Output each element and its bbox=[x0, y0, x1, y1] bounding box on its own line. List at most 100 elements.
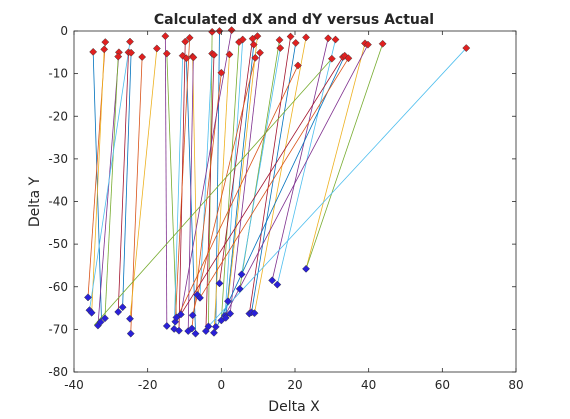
connector-line bbox=[205, 54, 215, 332]
actual-point bbox=[176, 310, 185, 319]
connector-line bbox=[180, 30, 233, 315]
connector-line bbox=[122, 52, 132, 308]
connector-line bbox=[224, 44, 369, 316]
calculated-point bbox=[182, 54, 191, 63]
connector-line bbox=[199, 53, 213, 298]
connector-line bbox=[241, 47, 281, 275]
connector-line bbox=[192, 56, 198, 295]
connector-line bbox=[174, 65, 299, 322]
calculated-point bbox=[331, 35, 340, 44]
calculated-point bbox=[293, 61, 302, 70]
x-tick-label: -20 bbox=[138, 378, 158, 392]
markers bbox=[84, 26, 471, 338]
y-tick-label: -10 bbox=[48, 67, 68, 81]
connector-line bbox=[271, 38, 329, 281]
y-axis-label: Delta Y bbox=[27, 176, 43, 227]
connector-line bbox=[227, 36, 258, 302]
calculated-point bbox=[363, 40, 372, 49]
calculated-point bbox=[127, 48, 136, 57]
calculated-point bbox=[286, 32, 295, 41]
calculated-point bbox=[101, 38, 110, 47]
connector-line bbox=[117, 52, 129, 312]
connector-line bbox=[215, 30, 220, 327]
calculated-point bbox=[225, 50, 234, 59]
connector-line bbox=[251, 42, 297, 313]
calculated-point bbox=[114, 52, 123, 61]
connector-line bbox=[164, 36, 168, 326]
calculated-point bbox=[340, 51, 349, 60]
actual-point bbox=[100, 314, 109, 323]
calculated-point bbox=[126, 37, 134, 46]
connector-lines bbox=[87, 30, 467, 334]
connector-line bbox=[97, 52, 120, 326]
actual-point bbox=[118, 303, 127, 312]
calculated-point bbox=[100, 45, 109, 54]
actual-point bbox=[196, 293, 204, 302]
axes: -40 -20 0 20 40 60 80 0 -10 -20 -30 -40 -50 -60 -70 -80 bbox=[48, 24, 523, 392]
chart-title: Calculated dX and dY versus Actual bbox=[154, 12, 434, 28]
calculated-point bbox=[276, 44, 285, 53]
actual-point bbox=[84, 293, 92, 302]
calculated-point bbox=[251, 53, 260, 62]
calculated-point bbox=[189, 53, 198, 62]
actual-point bbox=[171, 317, 180, 326]
y-tick-label: -20 bbox=[48, 109, 68, 123]
connector-line bbox=[173, 55, 184, 329]
y-tick-label: -40 bbox=[48, 195, 68, 209]
y-tick-label: -30 bbox=[48, 152, 68, 166]
connector-line bbox=[305, 43, 384, 269]
actual-point bbox=[268, 276, 277, 285]
actual-point bbox=[162, 322, 171, 330]
calculated-point bbox=[378, 39, 387, 48]
actual-point bbox=[126, 329, 135, 338]
calculated-point bbox=[181, 37, 190, 46]
actual-point bbox=[235, 284, 244, 293]
calculated-point bbox=[89, 47, 98, 56]
calculated-point bbox=[152, 44, 161, 53]
calculated-point bbox=[238, 35, 247, 44]
actual-point bbox=[273, 280, 282, 289]
calculated-point bbox=[324, 34, 333, 43]
actual-point bbox=[191, 329, 200, 338]
actual-point bbox=[187, 324, 196, 333]
x-tick-label: 60 bbox=[435, 378, 450, 392]
actual-point bbox=[210, 328, 218, 337]
y-tick-label: -60 bbox=[48, 280, 68, 294]
y-tick-label: -50 bbox=[48, 237, 68, 251]
connector-line bbox=[305, 43, 366, 269]
connector-line bbox=[91, 49, 105, 313]
x-tick-label: -40 bbox=[64, 378, 84, 392]
x-tick-label: 20 bbox=[287, 378, 302, 392]
actual-point bbox=[215, 279, 224, 288]
calculated-point bbox=[227, 26, 236, 35]
calculated-point bbox=[161, 32, 170, 41]
actual-point bbox=[188, 311, 197, 320]
calculated-point bbox=[217, 68, 226, 77]
calculated-point bbox=[344, 54, 353, 63]
actual-point bbox=[204, 322, 213, 331]
actual-point bbox=[211, 322, 220, 331]
connector-line bbox=[89, 41, 131, 311]
actual-point bbox=[237, 270, 246, 279]
calculated-point bbox=[462, 44, 471, 53]
x-tick-label: 80 bbox=[508, 378, 523, 392]
calculated-point bbox=[291, 38, 300, 47]
connector-line bbox=[220, 42, 240, 321]
connector-line bbox=[219, 38, 254, 284]
calculated-point bbox=[275, 35, 284, 44]
connector-line bbox=[199, 58, 349, 299]
actual-point bbox=[250, 309, 259, 318]
connector-line bbox=[166, 53, 177, 318]
actual-point bbox=[302, 264, 311, 273]
calculated-point bbox=[162, 49, 171, 58]
actual-point bbox=[224, 297, 232, 306]
calculated-point bbox=[253, 32, 262, 41]
connector-line bbox=[229, 52, 261, 314]
actual-point bbox=[87, 308, 96, 317]
connector-line bbox=[93, 58, 333, 326]
calculated-point bbox=[256, 48, 264, 57]
calculated-point bbox=[185, 33, 194, 42]
actual-point bbox=[221, 313, 230, 322]
